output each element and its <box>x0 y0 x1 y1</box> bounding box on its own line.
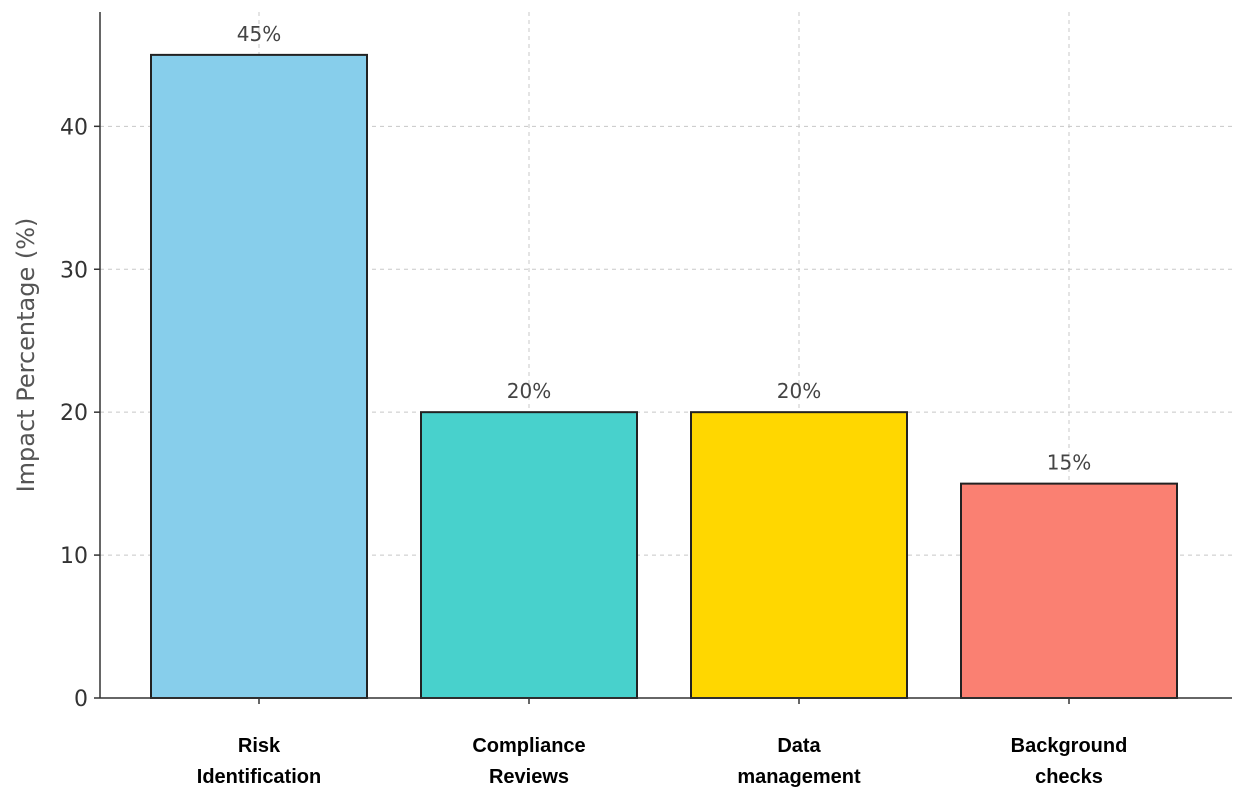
category-label-3: Background checks <box>1011 735 1128 788</box>
category-label-0: Risk Identification <box>197 735 321 788</box>
category-label-3-line-1: checks <box>1035 766 1103 788</box>
data-label-2: 20% <box>777 379 821 403</box>
category-labels: Risk Identification Compliance Reviews Data m… <box>197 735 1128 788</box>
category-label-1-line-1: Reviews <box>489 766 569 788</box>
data-label-1: 20% <box>507 379 551 403</box>
bar-1 <box>420 411 638 699</box>
axes <box>94 12 1232 704</box>
data-label-0: 45% <box>237 22 281 46</box>
y-tick-label-40: 40 <box>60 115 88 140</box>
bars <box>150 53 1178 699</box>
category-label-1: Compliance Reviews <box>472 735 585 788</box>
category-label-1-line-0: Compliance <box>472 735 585 757</box>
bar-2 <box>690 411 908 699</box>
bar-0 <box>150 53 368 699</box>
data-label-3: 15% <box>1047 451 1091 475</box>
y-axis-label: Impact Percentage (%) <box>12 218 40 493</box>
y-tick-label-0: 0 <box>74 687 88 712</box>
y-tick-label-10: 10 <box>60 544 88 569</box>
category-label-2: Data management <box>737 735 861 788</box>
y-tick-labels: 0 10 20 30 40 <box>60 115 88 712</box>
bar-3 <box>960 482 1178 699</box>
category-label-3-line-0: Background <box>1011 735 1128 757</box>
y-tick-label-30: 30 <box>60 258 88 283</box>
category-label-2-line-1: management <box>737 766 861 788</box>
category-label-0-line-0: Risk <box>238 735 281 757</box>
data-labels: 45% 20% 20% 15% <box>237 22 1091 475</box>
category-label-0-line-1: Identification <box>197 766 321 788</box>
y-tick-label-20: 20 <box>60 401 88 426</box>
category-label-2-line-0: Data <box>777 735 821 757</box>
